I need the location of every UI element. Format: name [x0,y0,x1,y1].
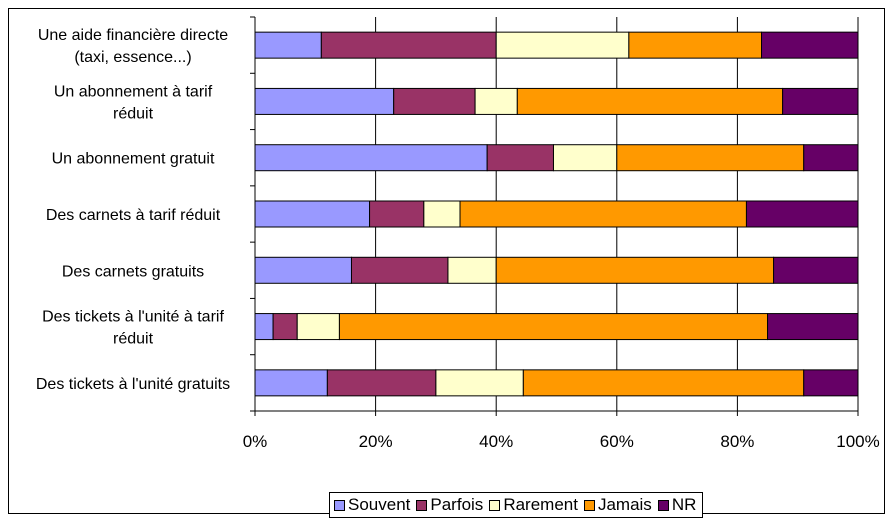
bar-segment [782,87,859,115]
bar-segment [423,200,461,228]
x-tick-label: 100% [836,432,879,451]
bar-segment [628,31,763,59]
bar-segment [516,87,784,115]
bar-segment [254,31,322,59]
legend-swatch [657,499,669,511]
bar-segment [486,144,554,172]
bar-segment [474,87,518,115]
category-label: Des tickets à l'unité gratuits [36,376,230,393]
legend-swatch [416,499,428,511]
bar-segment [767,313,859,341]
bar-segment [435,369,524,397]
category-label: Des tickets à l'unité à tarif réduit [42,309,224,348]
bar-segment [338,313,769,341]
x-tick-label: 40% [479,432,513,451]
legend-label: Rarement [503,495,578,514]
chart-frame: 0% 20% 40% 60% 80% 100% Une aide financière di… [8,8,885,518]
legend-item: Rarement [489,495,578,515]
bar-segment [616,144,805,172]
legend-item: NR [657,495,697,515]
legend-swatch [334,499,345,511]
legend-item: Parfois [416,495,483,515]
legend-label: Parfois [430,495,484,514]
bar-segment [522,369,805,397]
bar-segment [326,369,437,397]
bar-segment [320,31,497,59]
legend-label: NR [671,495,697,514]
bar-segment [254,256,352,284]
bar-segment [803,144,859,172]
bar-segment [745,200,859,228]
bar-segment [773,256,859,284]
legend-label: Souvent [348,495,411,514]
bar-segment [296,313,340,341]
bar-segment [803,369,859,397]
x-tick-label: 20% [359,432,393,451]
category-label: Une aide financière directe (taxi, essenc… [38,27,228,66]
x-tick-label: 0% [243,432,268,451]
bar-segment [254,313,274,341]
bar-segment [459,200,747,228]
stacked-bar-chart: 0% 20% 40% 60% 80% 100% Une aide financière di… [36,16,880,451]
bar-segment [254,369,328,397]
bar-segment [552,144,618,172]
bar-segment [254,87,395,115]
bar-segment [761,31,859,59]
bar-segment [495,31,630,59]
legend-label: Jamais [597,495,652,514]
category-label: Des carnets gratuits [62,263,204,280]
x-tick-label: 80% [720,432,754,451]
bar-segment [254,144,488,172]
x-tick-label: 60% [600,432,634,451]
category-label: Des carnets à tarif réduit [46,207,221,224]
legend-item: Souvent [334,495,410,515]
bar-segment [495,256,775,284]
category-label: Un abonnement à tarif réduit [54,83,213,122]
category-label: Un abonnement gratuit [52,151,215,168]
legend-item: Jamais [583,495,652,515]
bar-segment [393,87,476,115]
legend: Souvent Parfois Rarement Jamais NR [329,492,704,518]
bar-segment [369,200,425,228]
legend-swatch [489,499,501,511]
legend-swatch [583,499,595,511]
bar-segment [447,256,497,284]
bar-segment [272,313,298,341]
bar-segment [350,256,449,284]
bar-segment [254,200,371,228]
